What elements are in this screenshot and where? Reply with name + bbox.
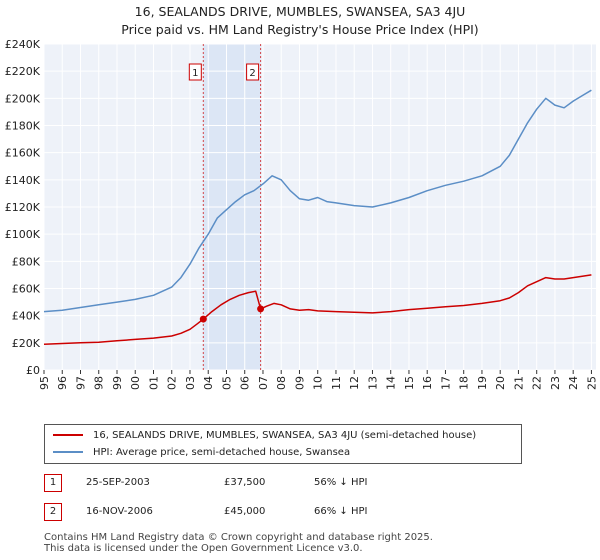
legend-item-hpi: HPI: Average price, semi-detached house,… bbox=[53, 445, 350, 461]
x-tick-label: 1998 bbox=[93, 376, 106, 390]
x-tick-label: 2012 bbox=[348, 376, 361, 390]
y-tick-label: £80K bbox=[12, 255, 41, 268]
legend-label-property: 16, SEALANDS DRIVE, MUMBLES, SWANSEA, SA… bbox=[93, 430, 477, 441]
y-tick-label: £200K bbox=[5, 92, 41, 105]
x-tick-label: 2018 bbox=[458, 376, 471, 390]
legend-swatch-property bbox=[53, 434, 83, 436]
hpi-line bbox=[43, 89, 592, 313]
x-tick-label: 2010 bbox=[312, 376, 325, 390]
y-tick-label: £0 bbox=[26, 364, 40, 377]
x-tick-label: 2008 bbox=[275, 376, 288, 390]
property-price-line bbox=[43, 274, 592, 345]
y-tick-label: £140K bbox=[5, 174, 41, 187]
x-tick-label: 2003 bbox=[184, 376, 197, 390]
transaction-date: 16-NOV-2006 bbox=[86, 506, 153, 517]
legend-label-hpi: HPI: Average price, semi-detached house,… bbox=[93, 447, 351, 458]
y-tick-label: £180K bbox=[5, 120, 41, 133]
x-tick-label: 1996 bbox=[56, 376, 69, 390]
transaction-point bbox=[199, 315, 207, 323]
legend-item-property: 16, SEALANDS DRIVE, MUMBLES, SWANSEA, SA… bbox=[53, 428, 476, 444]
x-tick-label: 2005 bbox=[220, 376, 233, 390]
x-tick-label: 2022 bbox=[531, 376, 544, 390]
x-tick-label: 2009 bbox=[293, 376, 306, 390]
y-tick-label: £120K bbox=[5, 201, 41, 214]
transaction-marker-box bbox=[246, 63, 260, 81]
y-tick-label: £240K bbox=[5, 38, 41, 51]
legend-swatch-hpi bbox=[53, 451, 83, 453]
transaction-price: £45,000 bbox=[224, 506, 266, 517]
chart-title: 16, SEALANDS DRIVE, MUMBLES, SWANSEA, SA… bbox=[134, 4, 466, 19]
x-tick-label: 1997 bbox=[74, 376, 87, 390]
transaction-hpi-diff: 66% ↓ HPI bbox=[314, 506, 368, 517]
transaction-marker: 2 bbox=[44, 503, 62, 521]
y-tick-label: £160K bbox=[5, 147, 41, 160]
x-tick-label: 2024 bbox=[567, 376, 580, 390]
x-tick-label: 2021 bbox=[512, 376, 525, 390]
y-tick-label: £20K bbox=[12, 337, 41, 350]
x-tick-label: 2025 bbox=[585, 376, 598, 390]
x-tick-label: 1995 bbox=[38, 376, 51, 390]
transaction-marker-label: 1 bbox=[192, 68, 198, 79]
transaction-point bbox=[257, 305, 265, 313]
x-tick-label: 2015 bbox=[403, 376, 416, 390]
price-chart: £0 £20K £40K £60K £80K £100K £120K £140K £160K £1… bbox=[5, 38, 599, 390]
transaction-price: £37,500 bbox=[224, 477, 266, 488]
x-tick-label: 2000 bbox=[129, 376, 142, 390]
footer-licence: This data is licensed under the Open Gov… bbox=[44, 543, 363, 554]
x-tick-label: 2011 bbox=[330, 376, 343, 390]
transaction-date: 25-SEP-2003 bbox=[86, 477, 150, 488]
transaction-marker-label: 2 bbox=[249, 68, 255, 79]
footer-copyright: Contains HM Land Registry data © Crown c… bbox=[44, 532, 433, 543]
x-tick-label: 2002 bbox=[166, 376, 179, 390]
x-tick-label: 2023 bbox=[549, 376, 562, 390]
y-tick-label: £100K bbox=[5, 228, 41, 241]
transaction-hpi-diff: 56% ↓ HPI bbox=[314, 477, 368, 488]
x-tick-label: 2007 bbox=[257, 376, 270, 390]
transaction-marker-box bbox=[188, 63, 202, 81]
x-tick-label: 2006 bbox=[239, 376, 252, 390]
x-tick-label: 1999 bbox=[111, 376, 124, 390]
x-tick-label: 2019 bbox=[476, 376, 489, 390]
y-tick-label: £60K bbox=[12, 283, 41, 296]
x-tick-label: 2013 bbox=[366, 376, 379, 390]
x-tick-label: 2001 bbox=[147, 376, 160, 390]
x-tick-label: 2020 bbox=[494, 376, 507, 390]
x-tick-label: 2017 bbox=[439, 376, 452, 390]
y-tick-label: £220K bbox=[5, 65, 41, 78]
transaction-marker: 1 bbox=[44, 474, 62, 492]
y-tick-label: £40K bbox=[12, 310, 41, 323]
x-tick-label: 2014 bbox=[385, 376, 398, 390]
chart-legend: 16, SEALANDS DRIVE, MUMBLES, SWANSEA, SA… bbox=[44, 424, 522, 464]
x-tick-label: 2004 bbox=[202, 376, 215, 390]
chart-subtitle: Price paid vs. HM Land Registry's House … bbox=[121, 22, 479, 37]
x-tick-label: 2016 bbox=[421, 376, 434, 390]
